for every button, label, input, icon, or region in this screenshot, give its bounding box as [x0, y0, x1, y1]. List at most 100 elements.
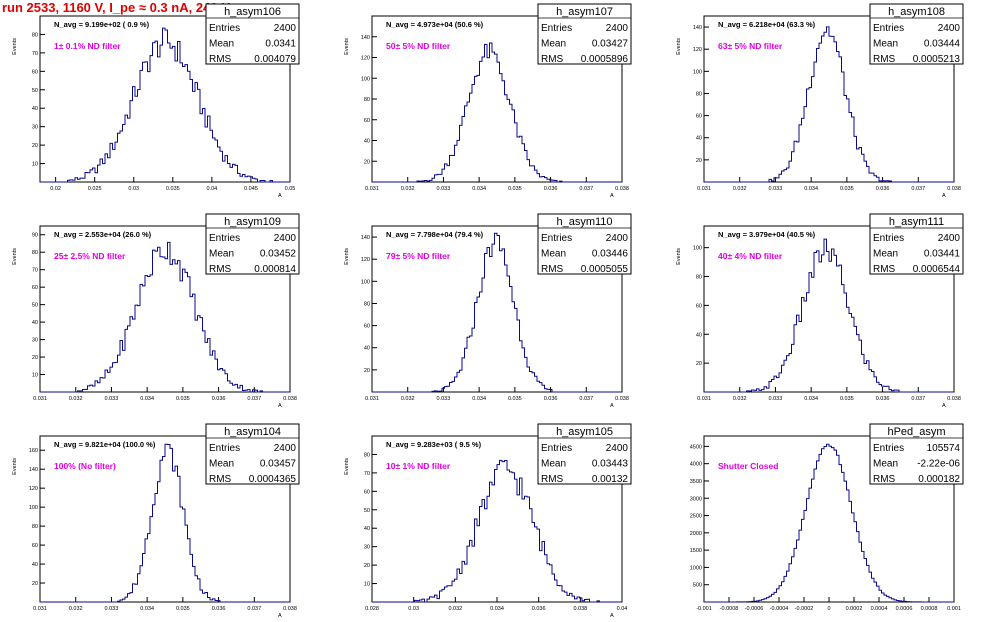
- histogram-name: h_asym104: [224, 426, 281, 438]
- x-tick-label: 0.033: [105, 606, 119, 612]
- stat-value-rms: 0.0005055: [581, 264, 629, 275]
- stats-box: h_asym107 Entries 2400 Mean 0.03427 RMS 0.0005…: [537, 3, 632, 65]
- histogram-panel-hPed_asym: 500 1000 1500 2000 2500 3000 3500 4000 4500 -0.00…: [690, 423, 964, 612]
- x-tick-label: 0.001: [947, 606, 961, 612]
- y-tick-label: 60: [32, 543, 38, 549]
- y-axis-label: Events: [344, 248, 350, 265]
- x-tick-label: 0.03: [128, 186, 139, 192]
- x-tick-label: 0.032: [733, 396, 747, 402]
- y-tick-label: 2000: [690, 531, 702, 537]
- stat-value-rms: 0.0004365: [249, 474, 297, 485]
- y-tick-label: 80: [32, 524, 38, 530]
- histogram-panel-h_asym104: 20 40 60 80 100 120 140 160 0.031 0.032 0.033 0.034…: [12, 423, 300, 619]
- x-tick-label: 0.035: [176, 606, 190, 612]
- x-tick-label: 0.036: [212, 396, 226, 402]
- x-tick-label: 0.036: [544, 396, 558, 402]
- x-tick-label: 0.035: [166, 186, 180, 192]
- stat-label-entries: Entries: [873, 443, 904, 454]
- x-tick-label: 0.035: [508, 396, 522, 402]
- run-title: run 2533, 1160 V, I_pe ≈ 0.3 nA, 240 Hz: [2, 0, 238, 15]
- y-tick-label: 10: [32, 373, 38, 379]
- x-tick-label: 0.033: [769, 396, 783, 402]
- stat-value-rms: 0.0006544: [913, 264, 961, 275]
- stat-value-mean: 0.03446: [592, 249, 629, 260]
- y-tick-label: 140: [693, 25, 702, 31]
- x-tick-label: 0.033: [769, 186, 783, 192]
- y-tick-label: 60: [696, 303, 702, 309]
- x-tick-label: 0.034: [472, 186, 486, 192]
- stat-value-rms: 0.0005213: [913, 54, 961, 65]
- x-tick-label: 0.034: [140, 606, 154, 612]
- histogram-line: [704, 443, 954, 603]
- y-tick-label: 40: [32, 562, 38, 568]
- x-tick-label: 0.036: [532, 606, 546, 612]
- stat-label-mean: Mean: [541, 459, 566, 470]
- x-tick-label: 0.038: [947, 186, 961, 192]
- histogram-name: h_asym111: [889, 216, 944, 228]
- y-tick-label: 120: [29, 486, 38, 492]
- filter-annotation: 100% (No filter): [54, 461, 116, 471]
- y-tick-label: 60: [32, 285, 38, 291]
- histogram-name: h_asym105: [556, 426, 613, 438]
- y-tick-label: 80: [696, 275, 702, 281]
- y-tick-label: 100: [29, 505, 38, 511]
- stats-box: h_asym106 Entries 2400 Mean 0.0341 RMS 0.00407…: [205, 3, 300, 65]
- stat-label-entries: Entries: [873, 233, 904, 244]
- x-tick-label: 0.038: [615, 396, 629, 402]
- x-tick-label: 0.032: [401, 186, 415, 192]
- stat-value-rms: 0.0005896: [581, 54, 629, 65]
- histogram-line: [40, 27, 290, 183]
- y-tick-label: 60: [696, 114, 702, 120]
- x-axis-label: A: [942, 403, 946, 409]
- stat-value-entries: 2400: [606, 233, 629, 244]
- y-tick-label: 40: [696, 332, 702, 338]
- histogram-panel-h_asym105: 10 20 30 40 50 60 70 80 0.028 0.03 0.032 0.034 0.036…: [344, 423, 632, 619]
- stat-label-rms: RMS: [541, 54, 564, 65]
- filter-annotation: 40± 4% ND filter: [718, 251, 783, 261]
- y-tick-label: 80: [32, 32, 38, 38]
- stat-value-mean: 0.03452: [260, 249, 297, 260]
- x-tick-label: 0.035: [840, 396, 854, 402]
- y-tick-label: 100: [361, 279, 370, 285]
- histogram-name: h_asym106: [224, 6, 281, 18]
- y-tick-label: 70: [32, 268, 38, 274]
- navg-annotation: N_avg = 9.283e+03 ( 9.5 %): [386, 440, 482, 449]
- y-tick-label: 40: [32, 106, 38, 112]
- stats-box: hPed_asym Entries 105574 Mean -2.22e-06 RMS 0.…: [869, 423, 964, 485]
- x-tick-label: 0.033: [437, 396, 451, 402]
- stats-box: h_asym105 Entries 2400 Mean 0.03443 RMS 0.0013…: [537, 423, 632, 485]
- stat-label-entries: Entries: [873, 23, 904, 34]
- navg-annotation: N_avg = 9.199e+02 ( 0.9 %): [54, 20, 150, 29]
- histogram-panel-h_asym106: 10 20 30 40 50 60 70 80 0.02 0.025 0.03 0.035 0.04 0.…: [12, 3, 300, 199]
- x-tick-label: 0.031: [365, 186, 379, 192]
- histogram-line: [704, 238, 954, 393]
- stat-label-rms: RMS: [209, 54, 232, 65]
- stat-label-entries: Entries: [209, 23, 240, 34]
- x-tick-label: 0.0006: [896, 606, 913, 612]
- stats-box: h_asym111 Entries 2400 Mean 0.03441 RMS 0.0006…: [869, 213, 964, 275]
- x-tick-label: -0.001: [696, 606, 712, 612]
- x-axis-label: A: [610, 193, 614, 199]
- histogram-line: [40, 443, 290, 603]
- stat-value-entries: 2400: [274, 443, 297, 454]
- y-tick-label: 60: [364, 489, 370, 495]
- y-tick-label: 10: [32, 162, 38, 168]
- y-tick-label: 1000: [690, 565, 702, 571]
- x-tick-label: 0.037: [579, 396, 593, 402]
- stat-label-rms: RMS: [873, 264, 896, 275]
- y-tick-label: 140: [29, 467, 38, 473]
- y-tick-label: 120: [361, 56, 370, 62]
- y-tick-label: 20: [364, 563, 370, 569]
- stat-label-mean: Mean: [209, 249, 234, 260]
- y-tick-label: 90: [32, 233, 38, 239]
- histogram-panel-h_asym108: 20 40 60 80 100 120 140 0.031 0.032 0.033 0.034 0.0…: [676, 3, 964, 199]
- x-tick-label: 0.034: [804, 186, 818, 192]
- x-tick-label: 0: [827, 606, 830, 612]
- stat-label-mean: Mean: [541, 39, 566, 50]
- y-tick-label: 70: [364, 471, 370, 477]
- stat-value-mean: 0.03443: [592, 459, 629, 470]
- y-axis-label: Events: [344, 38, 350, 55]
- filter-annotation: Shutter Closed: [718, 461, 778, 471]
- x-axis-label: A: [610, 613, 614, 619]
- x-tick-label: 0.034: [804, 396, 818, 402]
